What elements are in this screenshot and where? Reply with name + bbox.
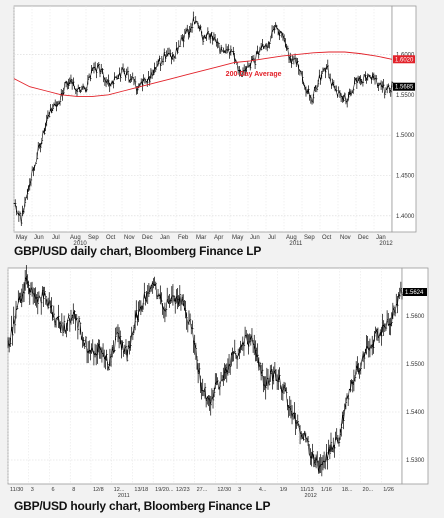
x-tick-label: Apr (214, 235, 223, 241)
y-tick-label: 1.5500 (396, 93, 415, 99)
x-tick-label: 13/18 (134, 487, 148, 493)
x-tick-label: Feb (178, 235, 189, 241)
x-tick-label: Jun (250, 235, 260, 241)
hourly-chart: 1.5300 1.5400 1.5500 1.5600 11/30 3 6 8 12/8 12..… (7, 265, 429, 499)
year-label: 2011 (289, 241, 303, 247)
x-tick-label: 11/30 (10, 487, 23, 493)
x-tick-label: Sep (304, 235, 315, 241)
y-tick-label: 1.4500 (396, 174, 415, 180)
ma-annotation: 200-Day Average (226, 71, 282, 78)
year-label: 2011 (118, 493, 130, 499)
year-label: 2010 (73, 241, 87, 247)
x-tick-label: Dec (142, 235, 153, 241)
x-tick-label: Mar (196, 235, 206, 241)
y-tick-label: 1.5400 (406, 410, 425, 416)
price-label-box (403, 288, 427, 296)
x-tick-label: 12/23 (176, 487, 190, 493)
price-label: 1.6020 (395, 57, 414, 63)
x-tick-label: Jan (160, 235, 170, 241)
daily-chart-panel: 1.40001.45001.50001.55001.6000MayJunJulA… (0, 0, 444, 262)
year-label: 2012 (305, 493, 317, 499)
x-tick-label: 3 (31, 487, 34, 493)
x-tick-label: 1/26 (383, 487, 394, 493)
x-tick-label: 11/13 (300, 487, 313, 493)
x-tick-label: Jul (268, 235, 276, 241)
price-series-line (13, 17, 393, 224)
x-tick-label: 12/8 (93, 487, 104, 493)
price-label: 1.5624 (405, 290, 424, 296)
x-tick-label: 27... (197, 487, 208, 493)
x-tick-label: Dec (358, 235, 369, 241)
x-tick-label: May (16, 235, 27, 241)
y-tick-label: 1.4000 (396, 214, 415, 220)
x-tick-label: 12... (114, 487, 125, 493)
x-tick-label: Jul (52, 235, 60, 241)
y-tick-label: 1.5000 (396, 133, 415, 139)
y-tick-label: 1.5300 (406, 458, 425, 464)
moving-average-line (13, 51, 393, 97)
daily-chart: 1.40001.45001.50001.55001.6000MayJunJulA… (13, 5, 417, 247)
x-tick-label: Jan (376, 235, 386, 241)
x-tick-label: Sep (88, 235, 99, 241)
x-tick-label: 3 (238, 487, 241, 493)
x-tick-label: 20... (363, 487, 374, 493)
x-tick-label: 1/16 (321, 487, 332, 493)
price-label: 1.5685 (395, 85, 414, 91)
hourly-chart-panel: 1.5300 1.5400 1.5500 1.5600 11/30 3 6 8 12/8 12..… (0, 262, 444, 518)
x-tick-label: Oct (106, 235, 116, 241)
price-series-line (7, 275, 403, 472)
y-axis-strip (401, 267, 429, 485)
x-tick-label: Jun (34, 235, 44, 241)
x-tick-label: Oct (322, 235, 332, 241)
x-tick-label: Nov (340, 235, 351, 241)
x-tick-label: 19/20... (155, 487, 174, 493)
plot-area (7, 267, 403, 485)
price-label-box (393, 55, 415, 64)
year-label: 2012 (379, 241, 393, 247)
x-tick-label: 18... (342, 487, 353, 493)
x-tick-label: 12/30 (217, 487, 231, 493)
x-tick-label: Aug (286, 235, 297, 241)
x-tick-label: 1/9 (280, 487, 288, 493)
x-tick-label: 6 (51, 487, 54, 493)
x-tick-label: Nov (124, 235, 135, 241)
price-label-box (393, 82, 415, 91)
y-tick-label: 1.5600 (406, 314, 425, 320)
x-tick-label: Aug (70, 235, 81, 241)
y-tick-label: 1.5500 (406, 362, 425, 368)
x-tick-label: 4... (259, 487, 267, 493)
y-axis-strip (391, 5, 417, 233)
x-tick-label: 8 (72, 487, 75, 493)
daily-chart-caption: GBP/USD daily chart, Bloomberg Finance L… (14, 244, 262, 258)
hourly-chart-caption: GBP/USD hourly chart, Bloomberg Finance … (14, 499, 271, 513)
x-tick-label: May (232, 235, 243, 241)
